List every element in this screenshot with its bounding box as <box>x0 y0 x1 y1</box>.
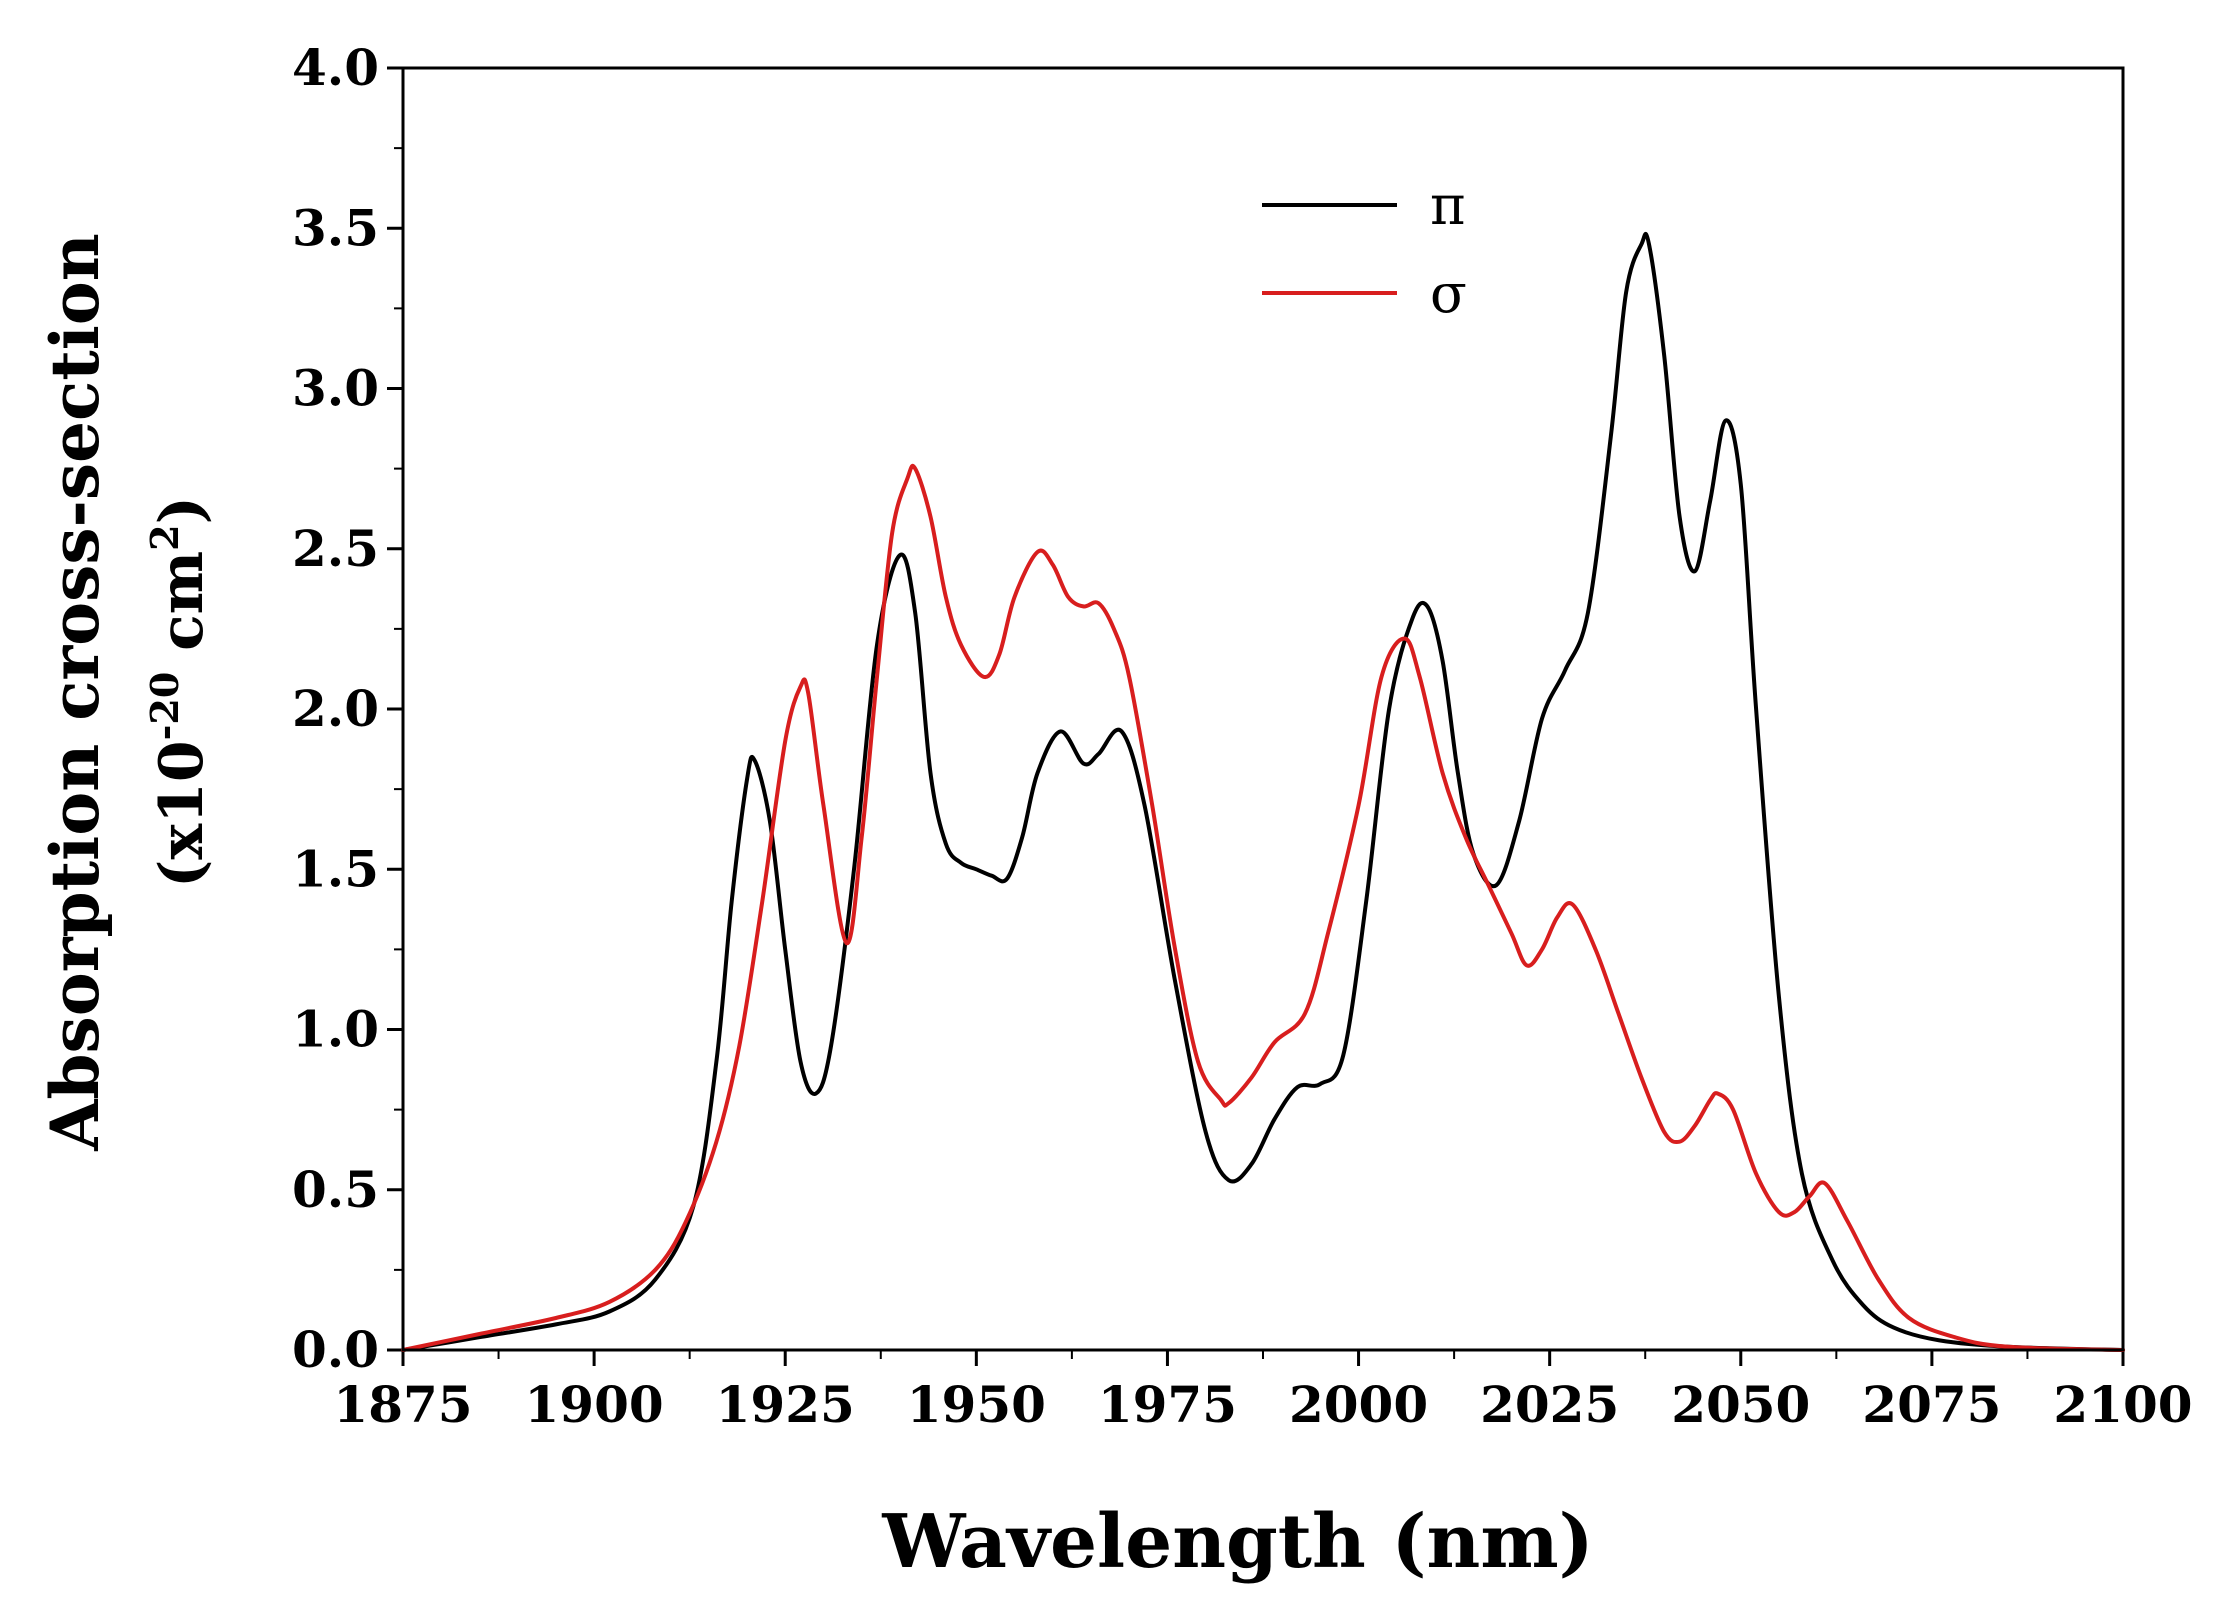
x-tick-label: 1900 <box>525 1375 664 1434</box>
y-tick-label: 1.0 <box>292 1000 379 1059</box>
x-tick-label: 2025 <box>1480 1375 1619 1434</box>
y-tick-label: 2.5 <box>292 519 379 578</box>
x-tick-label: 2050 <box>1671 1375 1810 1434</box>
y-tick-label: 3.5 <box>292 198 379 257</box>
y-axis-ticks: 0.0 0.5 1.0 1.5 2.0 2.5 3.0 3.5 4.0 <box>292 38 403 1379</box>
y-axis-unit-cm-exponent: 2 <box>142 524 187 550</box>
y-tick-label: 4.0 <box>292 38 379 97</box>
y-axis-unit-cm: cm <box>147 551 217 672</box>
y-tick-label: 0.0 <box>292 1320 379 1379</box>
x-axis-title: Wavelength (nm) <box>881 1499 1593 1585</box>
y-axis-unit-prefix: (x10 <box>147 740 217 888</box>
series-layer <box>401 231 2125 1352</box>
y-tick-label: 3.0 <box>292 359 379 418</box>
series-line-sigma <box>401 463 2125 1352</box>
y-axis-title-line1: Absorption cross-section <box>36 233 114 1152</box>
x-tick-label: 1875 <box>333 1375 472 1434</box>
y-axis-unit-suffix: ) <box>147 496 217 524</box>
x-tick-label: 1925 <box>716 1375 855 1434</box>
series-line-pi <box>401 231 2125 1352</box>
y-tick-label: 1.5 <box>292 839 379 898</box>
y-tick-label: 2.0 <box>292 679 379 738</box>
y-tick-label: 0.5 <box>292 1160 379 1219</box>
x-tick-label: 2075 <box>1862 1375 2001 1434</box>
x-tick-label: 1975 <box>1098 1375 1237 1434</box>
legend-label-pi: π <box>1430 174 1466 237</box>
y-axis-title-line2: (x10-20 cm2) <box>142 496 217 888</box>
plot-frame <box>401 66 2125 1352</box>
x-tick-label: 2100 <box>2053 1375 2192 1434</box>
x-axis-ticks: 1875 1900 1925 1950 1975 2000 2025 2050 2075 2100 <box>333 1350 2193 1434</box>
y-axis-unit-exponent: -20 <box>142 672 187 741</box>
legend-label-sigma: σ <box>1430 262 1467 325</box>
x-tick-label: 1950 <box>907 1375 1046 1434</box>
x-tick-label: 2000 <box>1289 1375 1428 1434</box>
legend: π σ <box>1262 174 1467 325</box>
